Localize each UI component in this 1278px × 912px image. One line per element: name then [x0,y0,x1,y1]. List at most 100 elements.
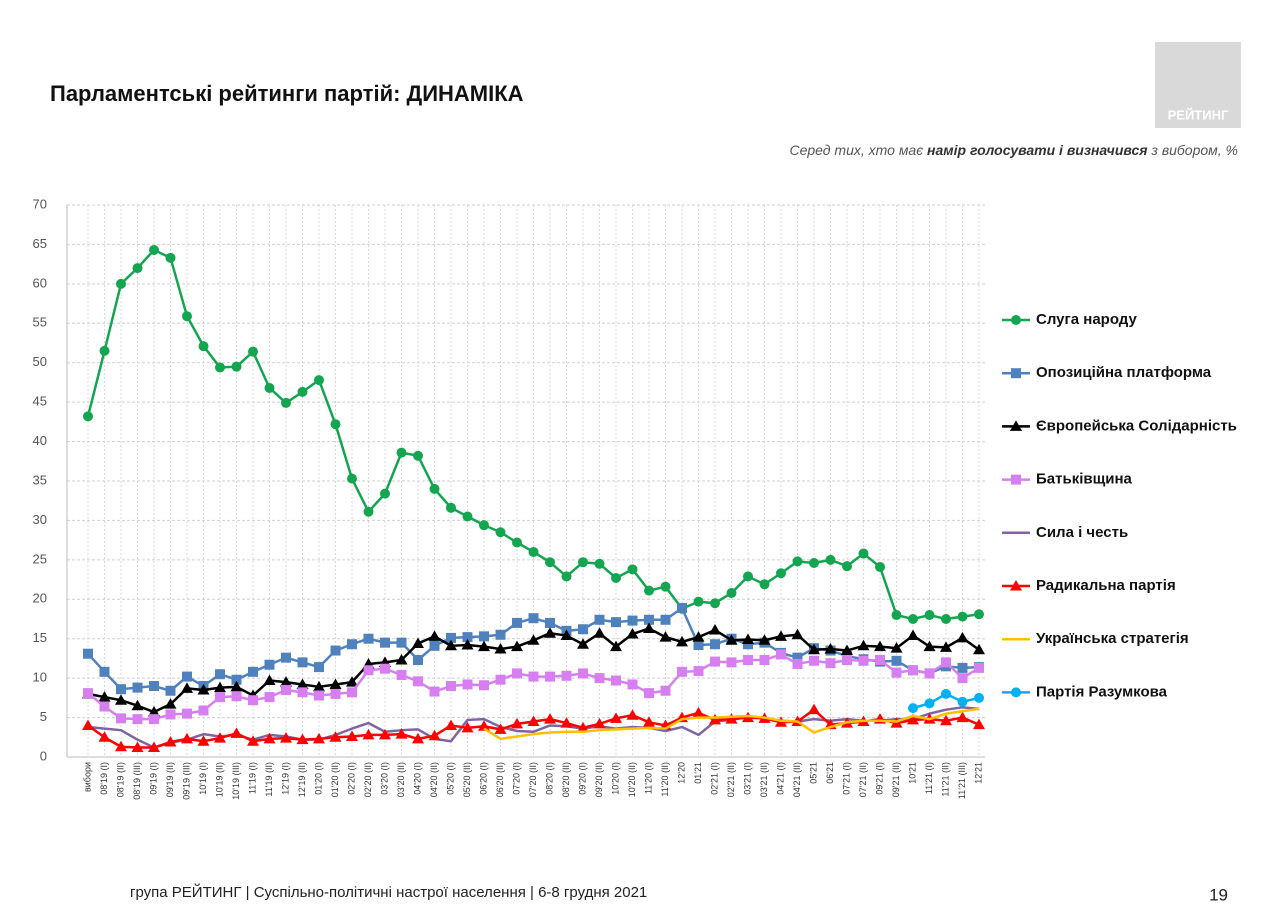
x-tick-label: 09'21 (II) [891,762,901,797]
y-tick-label: 40 [33,433,47,448]
point [973,718,985,730]
point [560,717,573,728]
point [1011,368,1021,379]
point [874,640,886,652]
point [857,639,870,651]
x-tick-label: 10'19 (III) [231,762,241,800]
y-tick-label: 55 [33,315,47,330]
point [973,643,985,655]
point [593,717,606,729]
x-tick-label: 06'20 (I) [478,762,488,795]
point [809,655,819,666]
point [809,558,819,569]
point [347,687,357,698]
point [479,631,489,642]
point [396,447,407,458]
point [610,712,622,723]
point [577,721,589,733]
point [165,685,176,696]
x-tick-label: 07'20 (I) [511,762,521,795]
point [644,614,654,625]
point [495,674,506,685]
point [99,666,110,677]
logo: РЕЙТИНГ [1168,107,1229,122]
point [1011,474,1021,485]
point [215,362,225,373]
point [725,713,738,724]
point [511,640,523,652]
x-tick-label: 08'19 (III) [132,762,142,800]
point [512,537,522,548]
point [974,662,984,673]
y-tick-label: 35 [33,472,47,487]
series [483,707,980,741]
series [83,244,984,624]
point [974,692,984,703]
point [545,617,555,628]
point [214,732,226,743]
point [644,688,654,699]
point [494,642,507,654]
footer: група РЕЙТИНГ | Суспільно-політичні наст… [130,883,647,901]
x-tick-label: 11'21 (I) [924,762,934,794]
point [297,657,308,668]
point [99,701,110,712]
x-tick-label: 06'20 (II) [495,762,505,797]
point [132,714,143,725]
point [659,631,672,642]
point [791,628,804,640]
x-tick-label: 01'21 [693,762,703,784]
point [98,691,111,702]
point [578,668,588,679]
x-tick-label: 02'21 (II) [726,762,736,797]
point [313,680,325,692]
x-tick-label: 08'19 (I) [99,762,109,795]
point [692,631,705,642]
x-tick-label: 01'20 (I) [313,762,323,795]
x-tick-label: 02'20 (I) [346,762,356,795]
point [215,669,225,680]
point [363,633,374,644]
point [362,728,375,740]
x-tick-label: 10'19 (II) [214,762,224,797]
point [313,732,325,744]
point [248,346,258,357]
point [528,546,539,557]
point [396,637,407,648]
point [908,614,918,624]
point [677,666,687,677]
point [743,571,753,582]
point [512,617,522,628]
point [99,345,110,356]
y-tick-label: 15 [33,630,47,645]
point [825,658,836,669]
point [610,640,622,652]
point [83,688,93,699]
point [495,527,506,538]
point [264,382,275,393]
point [446,632,456,643]
point [314,690,324,701]
x-tick-label: 09'19 (III) [181,762,191,800]
subtitle: Серед тих, хто має намір голосувати і ви… [789,142,1238,158]
point [693,596,704,607]
point [461,721,474,733]
point [494,723,507,734]
point [281,397,291,408]
subtitle-part: з вибором, % [1148,142,1238,158]
point [726,587,737,598]
point [908,665,918,676]
point [611,617,621,628]
point [461,639,474,650]
point [428,729,441,741]
point [131,699,144,711]
point [363,506,374,517]
point [131,741,144,753]
point [660,614,671,625]
point [329,731,342,742]
point [297,386,308,397]
x-tick-label: 11'19 (II) [264,762,274,797]
point [792,658,803,669]
point [445,639,457,651]
point [743,639,753,650]
